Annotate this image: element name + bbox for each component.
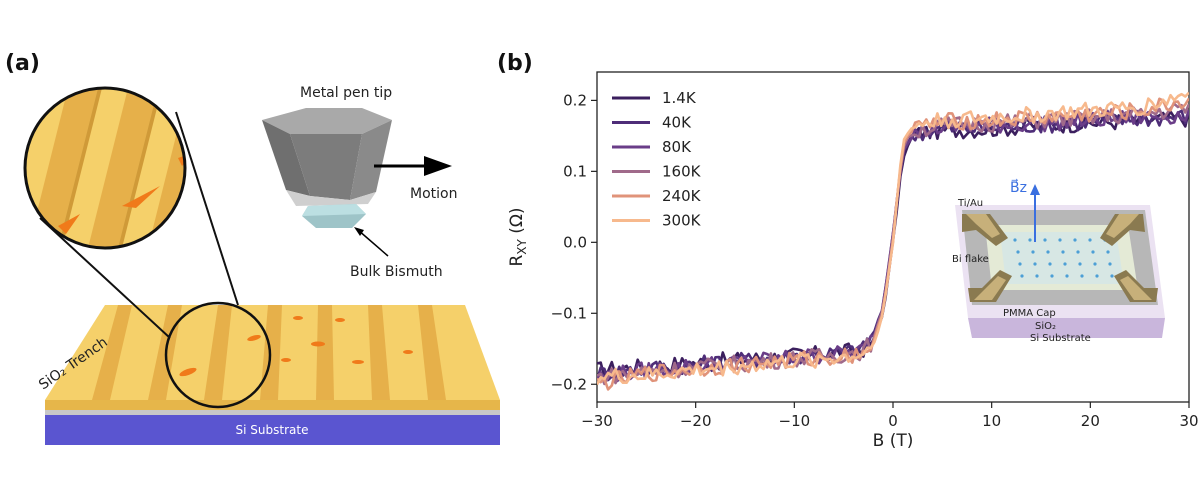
series-line-300K xyxy=(597,91,1189,386)
inset-flake-dots xyxy=(1013,238,1114,278)
inset-sio2-label: SiO₂ xyxy=(1035,321,1056,332)
inset-si-substrate-label: Si Substrate xyxy=(1030,333,1091,344)
oxide-layer xyxy=(45,410,500,415)
legend-label-240K: 240K xyxy=(662,187,702,205)
x-tick-label: 20 xyxy=(1081,412,1100,430)
inset-ti-au-label: Ti/Au xyxy=(957,198,983,209)
si-substrate-layer xyxy=(45,415,500,445)
x-tick-label: 0 xyxy=(888,412,898,430)
y-axis-ticks: −0.2 −0.1 0.0 0.1 0.2 xyxy=(551,91,597,393)
y-tick-label: −0.2 xyxy=(551,375,587,393)
metal-pen-tip xyxy=(262,108,392,228)
pen-tip-right-face xyxy=(350,120,392,200)
panel-a-label: (a) xyxy=(5,51,40,76)
inset-contact-highlights xyxy=(966,214,1152,300)
pen-tip-left-face xyxy=(262,120,310,196)
legend-label-160K: 160K xyxy=(662,163,702,181)
legend: 1.4K 40K 80K 160K 240K 300K xyxy=(612,89,702,230)
y-tick-label: 0.1 xyxy=(563,162,587,180)
panel-b: (b) −30 −20 −10 0 10 20 30 −0.2 −0.1 0.0 0.1 0.2 B… xyxy=(497,51,1199,451)
inset-bz-label: B⃗z xyxy=(1010,178,1027,196)
panel-a: (a) Si Substrate xyxy=(5,51,500,445)
x-tick-label: −30 xyxy=(581,412,613,430)
y-axis-label: RXY (Ω) xyxy=(507,207,529,266)
magnifier-lens xyxy=(23,86,187,250)
x-tick-label: 30 xyxy=(1179,412,1198,430)
inset-bi-flake-label: Bi flake xyxy=(952,254,989,265)
magnifier-connector-upper xyxy=(175,111,239,306)
legend-label-40K: 40K xyxy=(662,114,692,132)
inset-bz-arrow-head xyxy=(1030,184,1040,195)
magnifier-small-circle xyxy=(164,301,272,409)
si-substrate-label: Si Substrate xyxy=(236,423,309,437)
x-tick-label: −10 xyxy=(779,412,811,430)
pen-tip-bottom xyxy=(286,190,376,206)
x-tick-label: −20 xyxy=(680,412,712,430)
inset-pmma-cap-label: PMMA Cap xyxy=(1003,308,1056,319)
motion-arrow-head xyxy=(424,156,452,176)
magnifier-connector-lower xyxy=(39,217,171,339)
series-lines xyxy=(597,91,1189,391)
y-tick-label: 0.2 xyxy=(563,91,587,109)
inset-device: B⃗z Ti/Au Bi flake PMMA Cap SiO₂ Si Subs… xyxy=(952,178,1165,344)
motion-label: Motion xyxy=(410,186,457,202)
inset-substrate-side xyxy=(968,318,1165,338)
pen-tip-front-face xyxy=(290,134,362,200)
inset-bi-flake xyxy=(1000,232,1124,284)
bulk-bismuth-label: Bulk Bismuth xyxy=(350,264,443,280)
trench-front-face xyxy=(45,400,500,410)
x-axis-label: B (T) xyxy=(873,431,914,451)
panel-b-label: (b) xyxy=(497,51,533,76)
metal-pen-tip-label: Metal pen tip xyxy=(300,85,392,101)
y-tick-label: −0.1 xyxy=(551,304,587,322)
pen-tip-top xyxy=(262,108,392,134)
x-tick-label: 10 xyxy=(982,412,1001,430)
legend-label-80K: 80K xyxy=(662,138,692,156)
bulk-bismuth-pointer xyxy=(357,229,389,257)
legend-label-1.4K: 1.4K xyxy=(662,89,697,107)
magnifier-lens-ring xyxy=(23,86,187,250)
legend-label-300K: 300K xyxy=(662,212,702,230)
x-axis-ticks: −30 −20 −10 0 10 20 30 xyxy=(581,402,1199,430)
y-tick-label: 0.0 xyxy=(563,233,587,251)
